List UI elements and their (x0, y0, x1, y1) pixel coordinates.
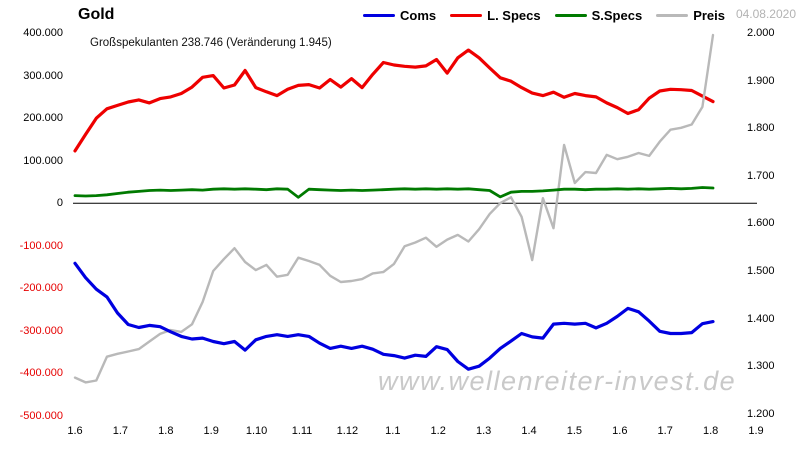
left-axis-tick: -100.000 (19, 239, 63, 252)
legend-item-l-specs: L. Specs (450, 8, 541, 23)
x-axis-tick: 1.5 (566, 425, 583, 437)
series-line-coms (73, 261, 715, 371)
x-axis-tick: 1.6 (67, 425, 83, 437)
left-axis-tick: 400.000 (23, 27, 63, 40)
chart-title: Gold (78, 6, 115, 23)
legend-item-preis: Preis (656, 8, 725, 23)
watermark: www.wellenreiter-invest.de (378, 366, 737, 396)
x-axis-tick: 1.12 (336, 425, 359, 437)
series-line-s-specs (73, 186, 715, 199)
x-axis-tick: 1.11 (291, 425, 313, 437)
left-axis-tick: 300.000 (23, 69, 63, 82)
right-axis-tick: 1.600 (747, 217, 775, 230)
right-axis-tick: 1.800 (747, 122, 775, 135)
legend-label: S.Specs (591, 8, 643, 23)
left-axis-tick: 200.000 (23, 112, 63, 125)
series-line-l-specs (73, 48, 715, 153)
x-axis-tick: 1.8 (158, 425, 174, 437)
left-axis-tick: -400.000 (19, 367, 63, 380)
right-axis-tick: 2.000 (747, 27, 775, 40)
right-axis-tick: 1.200 (747, 407, 775, 420)
as-of-date: 04.08.2020 (735, 7, 796, 21)
legend-label: L. Specs (487, 8, 541, 23)
x-axis-tick: 1.7 (657, 425, 673, 437)
legend-label: Preis (693, 8, 725, 23)
series-line-preis (73, 33, 715, 384)
legend-label: Coms (400, 8, 437, 23)
chart-annotation: Großspekulanten 238.746 (Veränderung 1.9… (90, 37, 332, 49)
x-axis-tick: 1.7 (112, 425, 129, 437)
legend-item-coms: Coms (363, 8, 436, 23)
right-axis-tick: 1.300 (747, 360, 775, 373)
x-axis-tick: 1.9 (203, 425, 219, 437)
right-axis-tick: 1.400 (747, 312, 775, 325)
x-axis-tick: 1.6 (612, 425, 628, 437)
legend-line-swatch (656, 13, 689, 18)
x-axis-tick: 1.10 (245, 425, 268, 437)
x-axis-tick: 1.4 (521, 425, 537, 437)
right-axis-tick: 1.500 (747, 265, 775, 278)
legend-line-swatch (363, 13, 395, 18)
left-axis-tick: -300.000 (19, 324, 63, 337)
left-axis-tick: 0 (56, 197, 63, 210)
legend-item-s-specs: S.Specs (554, 8, 643, 23)
legend-line-swatch (450, 13, 483, 18)
left-axis-tick: -500.000 (19, 410, 63, 422)
right-axis-tick: 1.900 (747, 74, 775, 87)
x-axis-tick: 1.8 (702, 425, 719, 437)
right-axis-tick: 1.700 (747, 169, 775, 182)
x-axis-tick: 1.9 (748, 425, 764, 437)
legend-line-swatch (554, 13, 587, 18)
x-axis-tick: 1.1 (385, 425, 401, 437)
left-axis-tick: -200.000 (19, 282, 63, 295)
x-axis-tick: 1.3 (475, 425, 492, 437)
x-axis-tick: 1.2 (430, 425, 446, 437)
chart-legend: Coms L. Specs S.Specs Preis (363, 8, 725, 23)
left-axis-tick: 100.000 (23, 154, 63, 167)
